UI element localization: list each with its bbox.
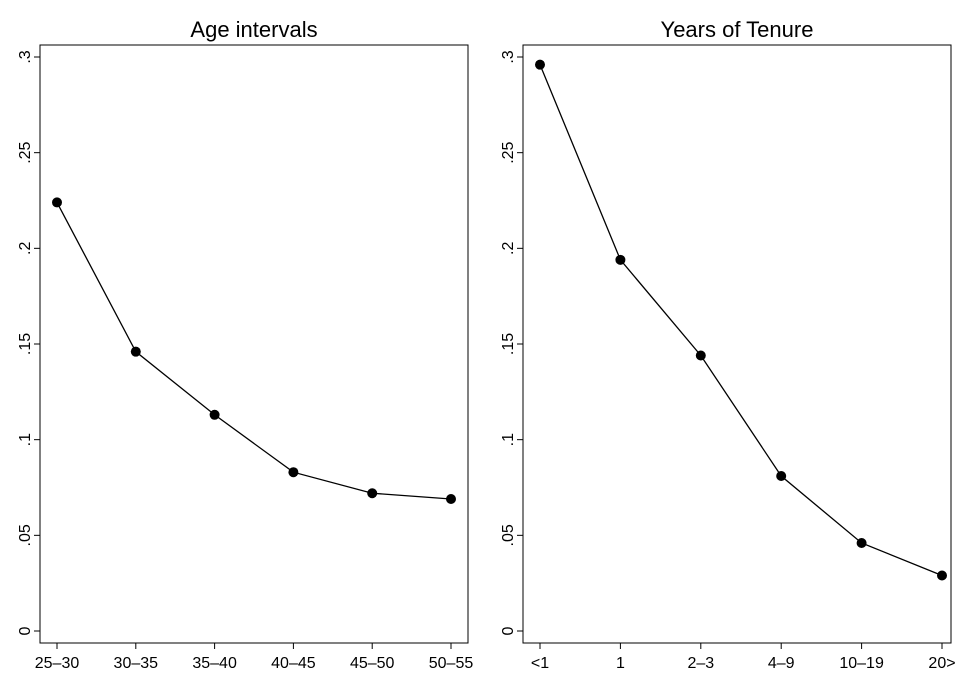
data-line — [539, 64, 943, 577]
x-tick-label: 2–3 — [687, 655, 714, 672]
data-point — [130, 346, 141, 357]
data-point — [615, 254, 626, 265]
x-tick-label: <1 — [531, 655, 549, 672]
y-axis: 0 .05 .1 .15 .2 .25 .3 — [17, 50, 40, 635]
data-point — [52, 197, 62, 208]
y-tick-label: .25 — [17, 141, 34, 163]
data-point — [937, 570, 947, 581]
data-point — [367, 488, 378, 499]
x-tick-label: 25–30 — [35, 655, 80, 672]
y-tick-label: .1 — [17, 433, 34, 446]
data-line — [56, 202, 452, 500]
data-point — [209, 409, 220, 420]
y-axis: 0 .05 .1 .15 .2 .25 .3 — [500, 50, 523, 635]
x-tick-label: 30–35 — [114, 655, 159, 672]
panel-years-of-tenure: Years of Tenure 0 .05 .1 .15 .2 .25 .3 <1 1 2–3 4… — [500, 17, 956, 672]
x-tick-label: 4–9 — [768, 655, 795, 672]
x-tick-label: 10–19 — [839, 655, 884, 672]
x-axis: <1 1 2–3 4–9 10–19 20> — [531, 643, 956, 672]
data-point — [856, 537, 867, 548]
x-tick-label: 20> — [928, 655, 955, 672]
plot-frame — [39, 44, 469, 644]
data-point — [446, 493, 456, 504]
x-axis: 25–30 30–35 35–40 40–45 45–50 50–55 — [35, 643, 474, 672]
y-tick-label: .05 — [500, 524, 517, 546]
y-tick-label: .25 — [500, 141, 517, 163]
y-tick-label: .2 — [17, 242, 34, 255]
panel-age-intervals: Age intervals 0 .05 .1 .15 .2 .25 .3 25–30 30–3… — [17, 17, 473, 672]
data-point — [288, 467, 299, 478]
y-tick-label: 0 — [500, 626, 517, 635]
y-tick-label: .15 — [17, 333, 34, 355]
y-tick-label: .2 — [500, 242, 517, 255]
y-tick-label: .3 — [17, 50, 34, 63]
x-tick-label: 40–45 — [271, 655, 316, 672]
x-tick-label: 35–40 — [192, 655, 237, 672]
x-tick-label: 50–55 — [429, 655, 474, 672]
data-point — [695, 350, 706, 361]
chart-title: Years of Tenure — [661, 17, 814, 42]
series-line — [535, 59, 947, 581]
data-point — [535, 59, 545, 70]
y-tick-label: 0 — [17, 626, 34, 635]
series-line — [52, 197, 456, 504]
x-tick-label: 1 — [616, 655, 625, 672]
data-point — [776, 471, 787, 482]
y-tick-label: .05 — [17, 524, 34, 546]
y-tick-label: .3 — [500, 50, 517, 63]
y-tick-label: .15 — [500, 333, 517, 355]
x-tick-label: 45–50 — [350, 655, 395, 672]
chart-title: Age intervals — [190, 17, 317, 42]
y-tick-label: .1 — [500, 433, 517, 446]
